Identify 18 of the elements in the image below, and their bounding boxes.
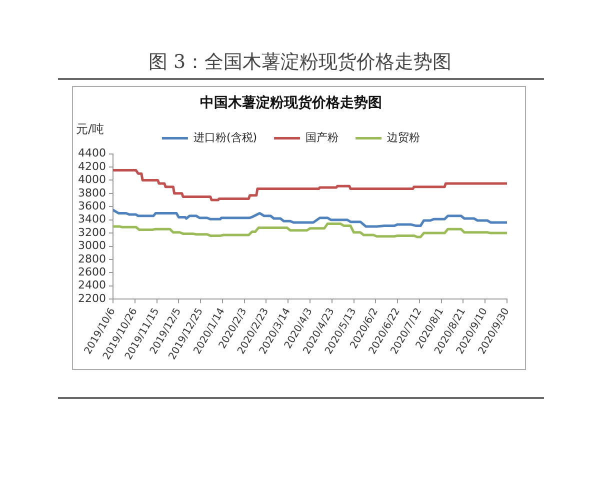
y-tick-label: 3000 <box>78 239 106 252</box>
y-tick-label: 2400 <box>78 278 106 292</box>
y-tick-label: 3800 <box>78 186 106 200</box>
legend-label: 边贸粉 <box>387 131 420 144</box>
chart-subtitle: 中国木薯淀粉现货价格走势图 <box>200 94 382 112</box>
y-tick-label: 4000 <box>78 173 106 186</box>
y-axis-title: 元/吨 <box>76 122 104 136</box>
y-tick-label: 2600 <box>78 266 106 279</box>
chart-title: 图 3：全国木薯淀粉现货价格走势图 <box>147 50 453 74</box>
y-tick-label: 3200 <box>78 226 106 239</box>
legend-label: 进口粉(含税) <box>193 131 258 144</box>
y-tick-label: 3400 <box>78 212 106 226</box>
y-tick-label: 4400 <box>78 146 106 160</box>
y-tick-label: 2800 <box>78 252 106 266</box>
y-tick-label: 2200 <box>78 292 106 305</box>
y-tick-label: 3600 <box>78 199 106 212</box>
y-tick-label: 4200 <box>78 160 106 173</box>
legend-label: 国产粉 <box>306 131 339 144</box>
